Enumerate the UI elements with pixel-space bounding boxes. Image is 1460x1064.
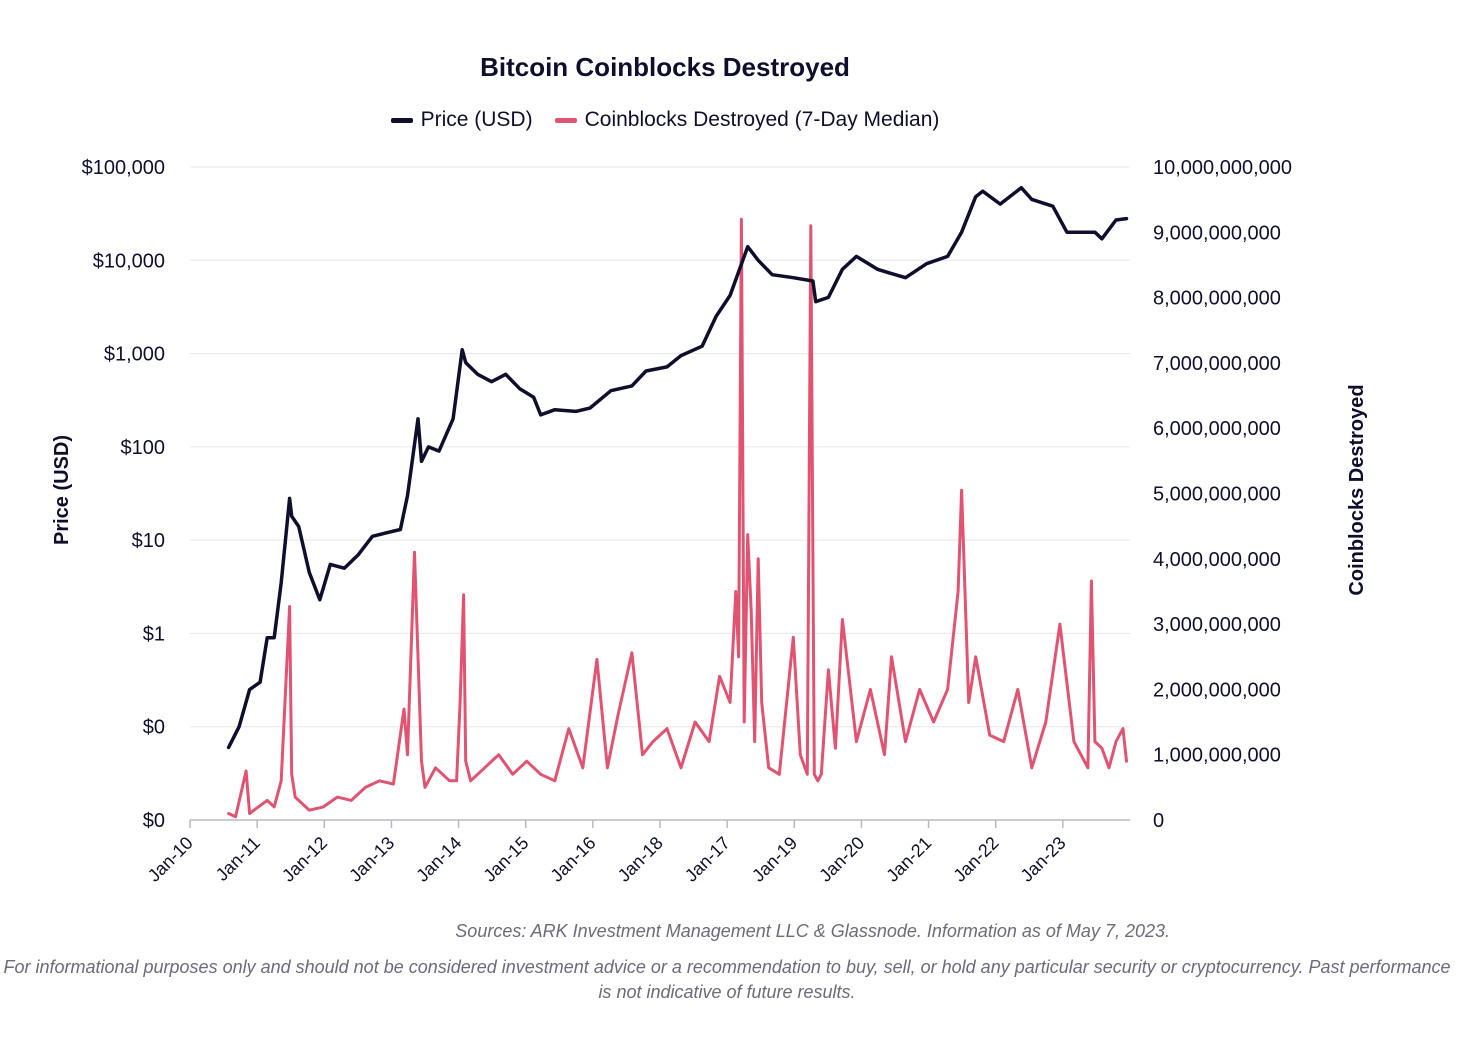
- legend-label-coinblocks: Coinblocks Destroyed (7-Day Median): [584, 108, 940, 131]
- y-right-tick-label: 10,000,000,000: [1153, 157, 1292, 179]
- y-right-tick-label: 5,000,000,000: [1153, 484, 1281, 506]
- x-tick-label: Jan-15: [479, 833, 532, 886]
- y-right-tick-label: 9,000,000,000: [1153, 222, 1281, 244]
- sources-note: Sources: ARK Investment Management LLC &…: [455, 921, 1170, 941]
- y-right-tick-label: 3,000,000,000: [1153, 614, 1281, 636]
- y-left-tick-label: $0: [143, 717, 165, 739]
- y-left-tick-label: $100,000: [82, 157, 165, 179]
- y-left-tick-label: $1: [143, 623, 165, 645]
- legend-item-coinblocks: Coinblocks Destroyed (7-Day Median): [554, 108, 940, 132]
- x-tick-label: Jan-23: [1017, 833, 1070, 886]
- x-tick-label: Jan-13: [345, 833, 398, 886]
- x-tick-label: Jan-17: [681, 833, 734, 886]
- legend-swatch-price: [390, 117, 413, 123]
- disclaimer-note: For informational purposes only and shou…: [3, 957, 1451, 1002]
- x-tick-label: Jan-16: [547, 833, 600, 886]
- x-tick-label: Jan-20: [815, 833, 868, 886]
- y-left-tick-label: $10: [132, 530, 165, 552]
- y-left-tick-label: $1,000: [104, 344, 165, 366]
- y-right-tick-label: 6,000,000,000: [1153, 418, 1281, 440]
- legend: Price (USD) Coinblocks Destroyed (7-Day …: [0, 108, 1330, 132]
- y-right-tick-label: 8,000,000,000: [1153, 288, 1281, 310]
- y-left-axis-title: Price (USD): [51, 435, 73, 545]
- coinblocks-line: [227, 217, 1128, 819]
- y-right-tick-label: 2,000,000,000: [1153, 679, 1281, 701]
- x-tick-label: Jan-21: [882, 833, 935, 886]
- legend-swatch-coinblocks: [554, 117, 577, 123]
- x-tick-label: Jan-19: [748, 833, 801, 886]
- x-tick-label: Jan-22: [949, 833, 1002, 886]
- legend-item-price: Price (USD): [390, 108, 533, 132]
- x-tick-label: Jan-18: [614, 833, 667, 886]
- y-right-tick-label: 1,000,000,000: [1153, 745, 1281, 767]
- y-right-axis-title: Coinblocks Destroyed: [1346, 384, 1368, 595]
- chart-title: Bitcoin Coinblocks Destroyed: [480, 52, 850, 82]
- y-right-tick-label: 7,000,000,000: [1153, 353, 1281, 375]
- y-right-tick-label: 4,000,000,000: [1153, 549, 1281, 571]
- legend-label-price: Price (USD): [420, 108, 533, 131]
- x-tick-label: Jan-14: [412, 833, 465, 886]
- x-tick-label: Jan-10: [144, 833, 197, 886]
- y-left-tick-label: $10,000: [93, 250, 165, 272]
- y-left-tick-label: $0: [143, 810, 165, 832]
- price-line: [226, 185, 1129, 750]
- y-left-tick-label: $100: [121, 437, 166, 459]
- x-tick-label: Jan-12: [278, 833, 331, 886]
- x-tick-label: Jan-11: [212, 833, 264, 885]
- y-right-tick-label: 0: [1153, 810, 1164, 832]
